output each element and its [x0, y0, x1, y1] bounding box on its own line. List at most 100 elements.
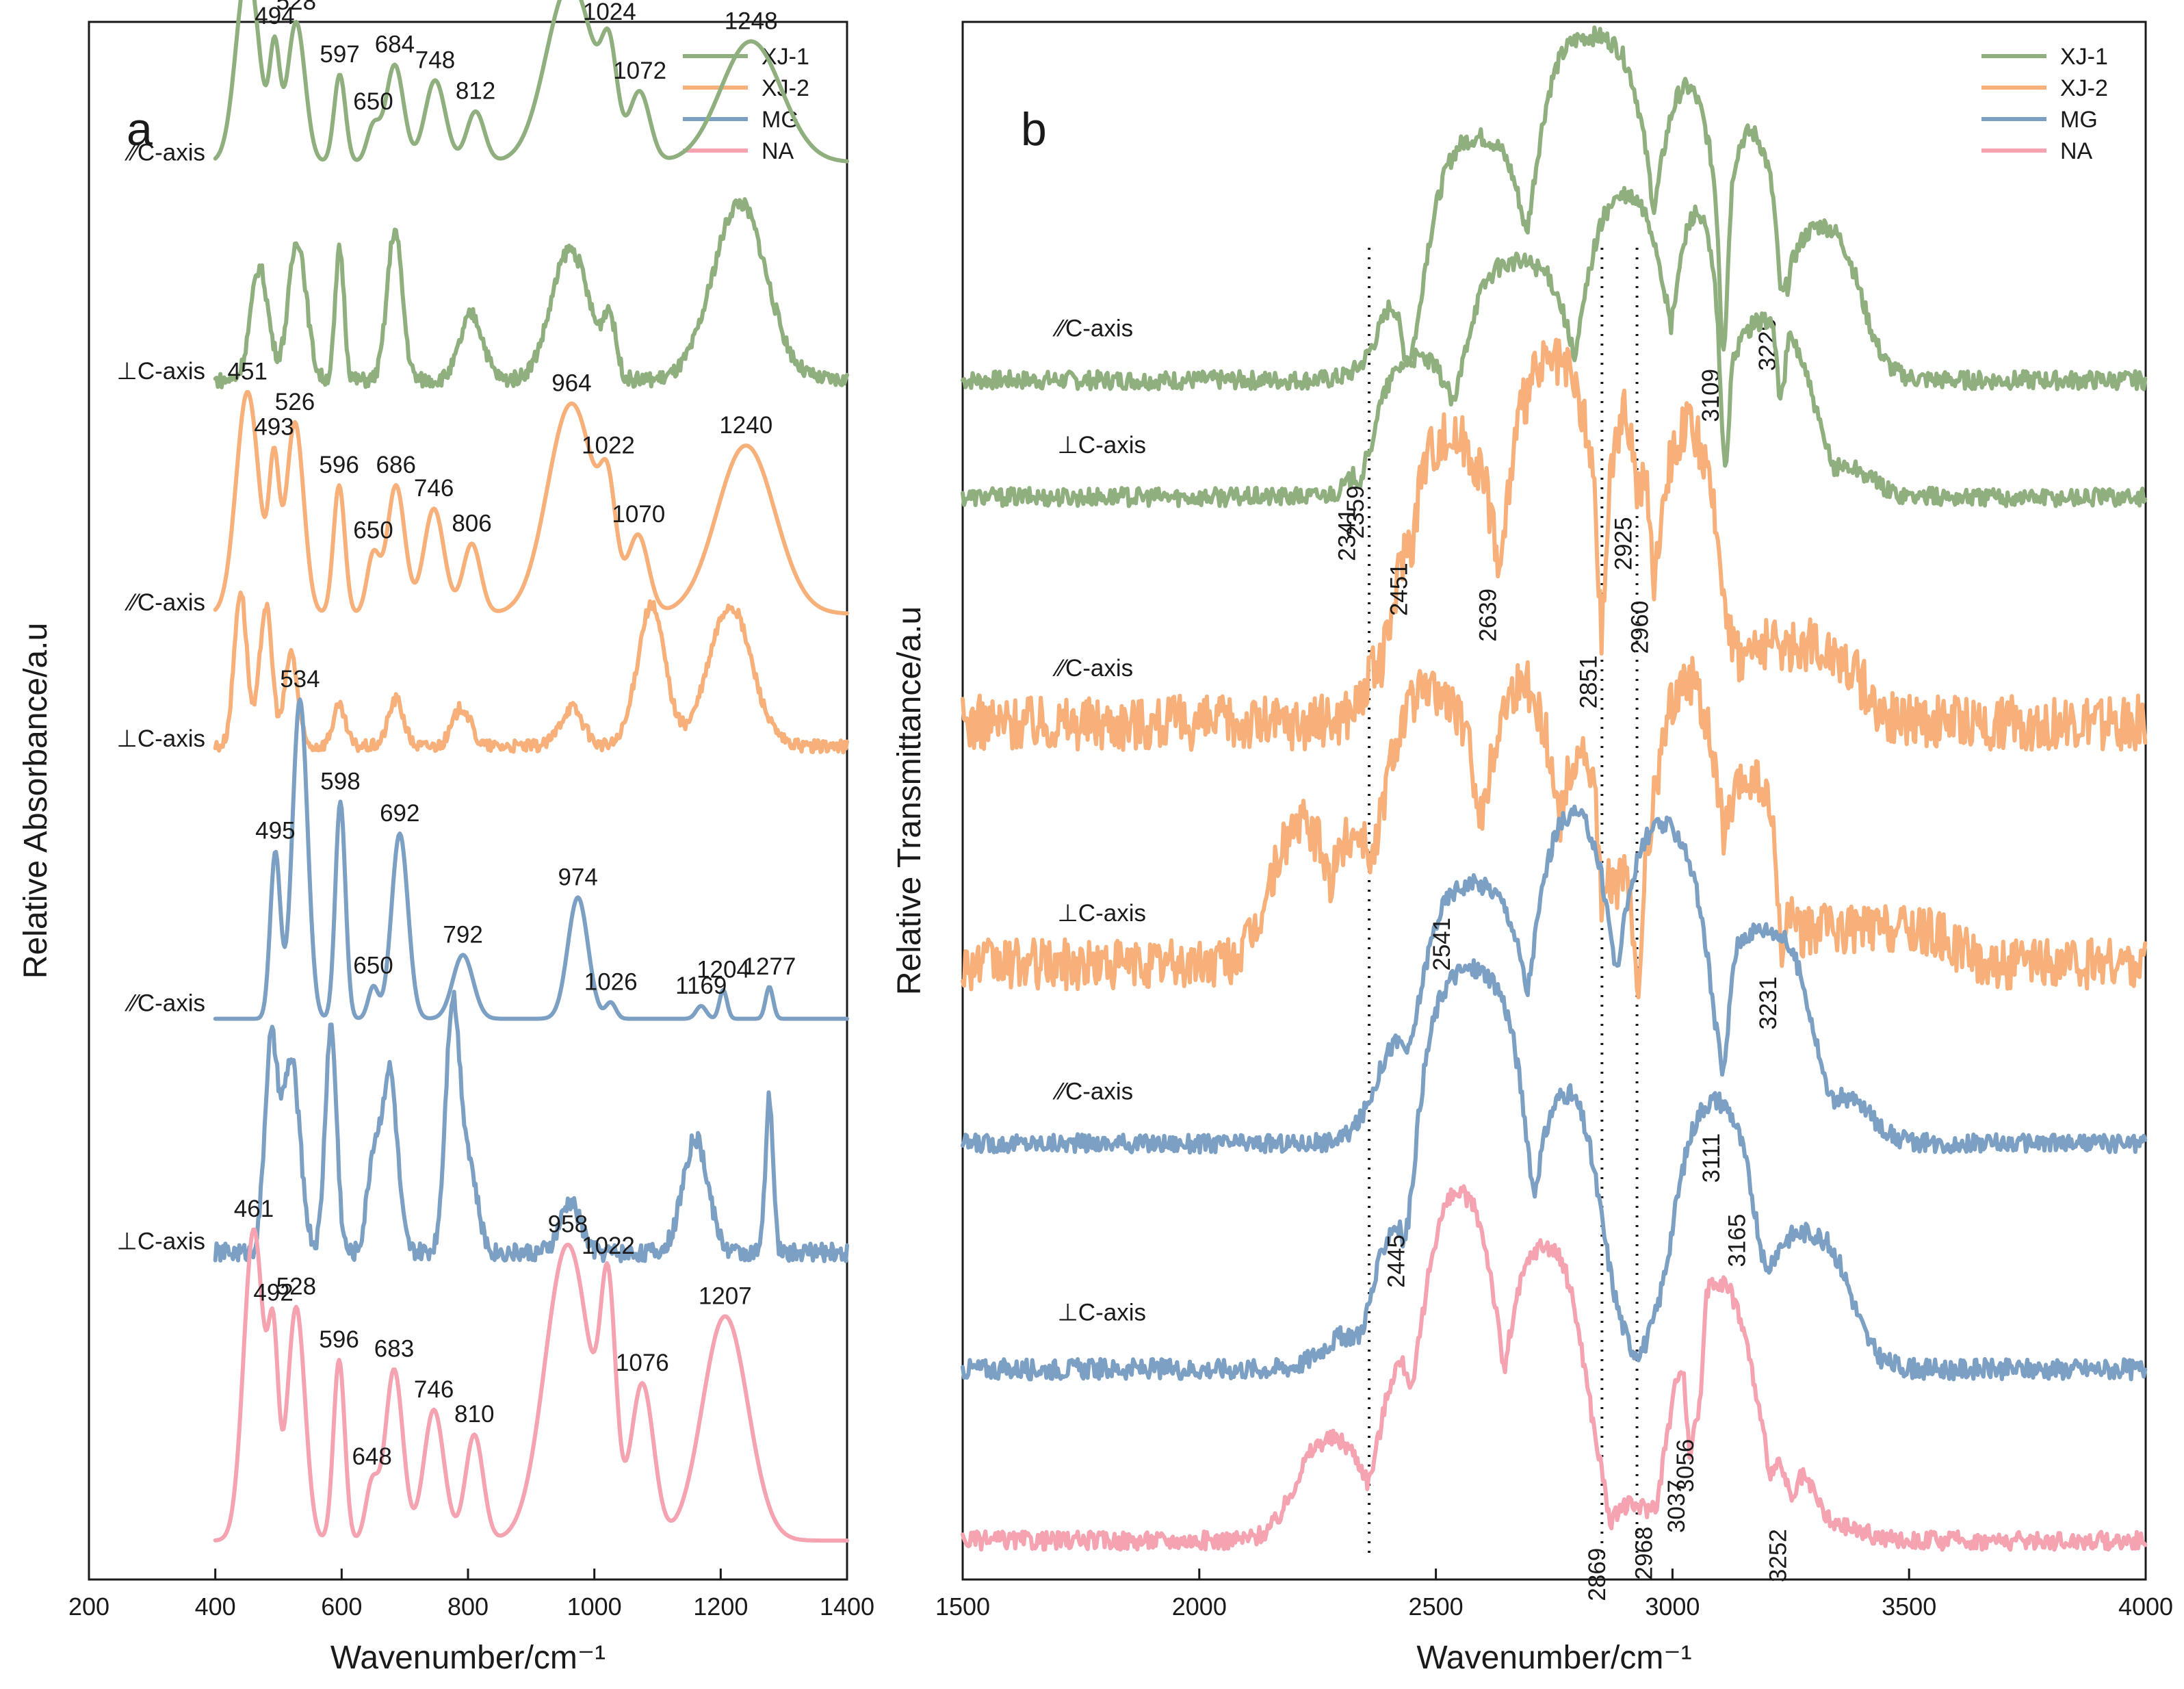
peak-label: 648: [352, 1443, 391, 1470]
legend-entry-na: NA: [2060, 138, 2093, 164]
peak-label: 964: [551, 370, 591, 397]
peak-label: 492: [253, 1280, 293, 1306]
spectrum-na: [213, 1227, 849, 1543]
peak-label: 461: [234, 1196, 274, 1222]
x-tick-label: 600: [321, 1593, 362, 1621]
peak-label: 792: [443, 921, 482, 948]
orientation-label: ⊥C-axis: [1057, 900, 1146, 927]
spectrum-xj-1-para: [213, 0, 849, 164]
peak-label: 1204: [697, 957, 750, 983]
peak-label: 1169: [675, 972, 727, 999]
orientation-label: ⊥C-axis: [116, 1228, 205, 1255]
orientation-label: ⁄⁄C-axis: [124, 140, 205, 166]
peak-label: 528: [276, 1274, 316, 1300]
spectrum-xj-2-para: [961, 337, 2148, 752]
x-tick-label: 3000: [1645, 1593, 1700, 1621]
peak-label: 1070: [612, 501, 665, 528]
orientation-label: ⊥C-axis: [116, 725, 205, 752]
peak-label: 526: [275, 389, 315, 415]
peak-label: 748: [415, 47, 455, 73]
peak-label: 974: [558, 864, 597, 890]
peak-label: 650: [353, 88, 393, 115]
legend-entry-xj-2: XJ-2: [2060, 75, 2108, 101]
legend-entry-mg: MG: [2060, 107, 2098, 133]
x-tick-label: 400: [195, 1593, 236, 1621]
peak-label: 1240: [719, 412, 772, 439]
orientation-label: ⊥C-axis: [1057, 432, 1146, 459]
legend-entry-xj-1: XJ-1: [2060, 44, 2108, 70]
peak-label: 1026: [584, 968, 638, 995]
band-label: 3252: [1765, 1529, 1792, 1582]
x-tick-label: 200: [68, 1593, 109, 1621]
y-axis-label: Relative Absorbance/a.u: [18, 623, 54, 979]
spectrum-xj-1-para: [961, 25, 2148, 391]
orientation-label: ⁄⁄C-axis: [1052, 315, 1133, 341]
peak-label: 495: [255, 818, 295, 844]
x-axis-label: Wavenumber/cm⁻¹: [1416, 1640, 1691, 1676]
peak-label: 1207: [699, 1282, 752, 1309]
peak-label: 1022: [582, 432, 635, 459]
plot-frame: [88, 21, 848, 1581]
spectrum-mg-perp: [961, 958, 2148, 1382]
band-label: 2960: [1627, 601, 1654, 654]
x-tick-label: 2500: [1409, 1593, 1464, 1621]
x-tick-label: 1200: [693, 1593, 748, 1621]
peak-label: 806: [452, 510, 491, 537]
spectrum-xj-2-para: [213, 390, 849, 616]
x-tick-label: 1400: [820, 1593, 874, 1621]
band-label: 3037: [1663, 1480, 1690, 1533]
band-label: 3165: [1724, 1214, 1751, 1267]
band-label: 3111: [1698, 1133, 1725, 1183]
panel-a: 200 400 600 800 1000 1200 1400 Wavenumber/cm⁻¹ R…: [18, 0, 874, 1676]
peak-label: 451: [228, 359, 268, 385]
band-label: 2851: [1575, 656, 1602, 709]
x-axis-label: Wavenumber/cm⁻¹: [330, 1640, 606, 1676]
spectrum-mg-para: [961, 804, 2148, 1155]
peak-label: 597: [320, 41, 359, 68]
spectrum-xj-1-perp: [961, 185, 2148, 508]
x-tick-label: 800: [447, 1593, 489, 1621]
peak-label: 1248: [725, 8, 778, 34]
peak-label: 596: [319, 1326, 359, 1353]
peak-label: 686: [376, 452, 416, 478]
spectrum-na: [961, 1184, 2148, 1552]
orientation-label: ⁄⁄C-axis: [1052, 655, 1133, 682]
spectrum-mg-perp: [213, 990, 849, 1263]
x-tick-label: 4000: [2118, 1593, 2173, 1621]
band-label: 2639: [1475, 589, 1502, 642]
peak-label: 1072: [613, 57, 666, 84]
x-tick-label: 1000: [567, 1593, 622, 1621]
peak-label: 746: [414, 1376, 454, 1403]
peak-label: 683: [374, 1335, 414, 1362]
band-label: 3056: [1672, 1439, 1699, 1493]
x-tick-label: 1500: [935, 1593, 990, 1621]
peak-label: 534: [280, 666, 320, 693]
panel-letter: a: [127, 103, 153, 155]
orientation-label: ⊥C-axis: [116, 358, 205, 385]
peak-label: 528: [276, 0, 316, 15]
peak-label: 692: [380, 800, 419, 827]
peak-label: 684: [375, 31, 415, 57]
band-label: 2869: [1584, 1548, 1611, 1601]
orientation-label: ⁄⁄C-axis: [1052, 1079, 1133, 1105]
orientation-label: ⊥C-axis: [1057, 1300, 1146, 1326]
band-label: 2359: [1342, 485, 1369, 539]
x-tick-label: 2000: [1172, 1593, 1227, 1621]
peak-label: 958: [548, 1211, 588, 1238]
peak-label: 810: [454, 1401, 494, 1428]
spectrum-xj-2-perp: [213, 590, 849, 755]
peak-label: 650: [353, 953, 393, 979]
legend-entry-na: NA: [762, 138, 794, 164]
peak-label: 1022: [582, 1233, 635, 1259]
spectrum-mg-para: [213, 697, 849, 1021]
peak-label: 1024: [583, 0, 636, 25]
band-label: 2445: [1383, 1235, 1410, 1288]
y-axis-label: Relative Transmittance/a.u: [892, 606, 928, 995]
orientation-label: ⁄⁄C-axis: [124, 990, 205, 1016]
peak-label: 1277: [742, 953, 796, 980]
x-tick-label: 3500: [1882, 1593, 1936, 1621]
band-label: 2968: [1630, 1527, 1657, 1580]
peak-label: 650: [353, 517, 393, 544]
spectrum-xj-1-perp: [213, 197, 849, 389]
